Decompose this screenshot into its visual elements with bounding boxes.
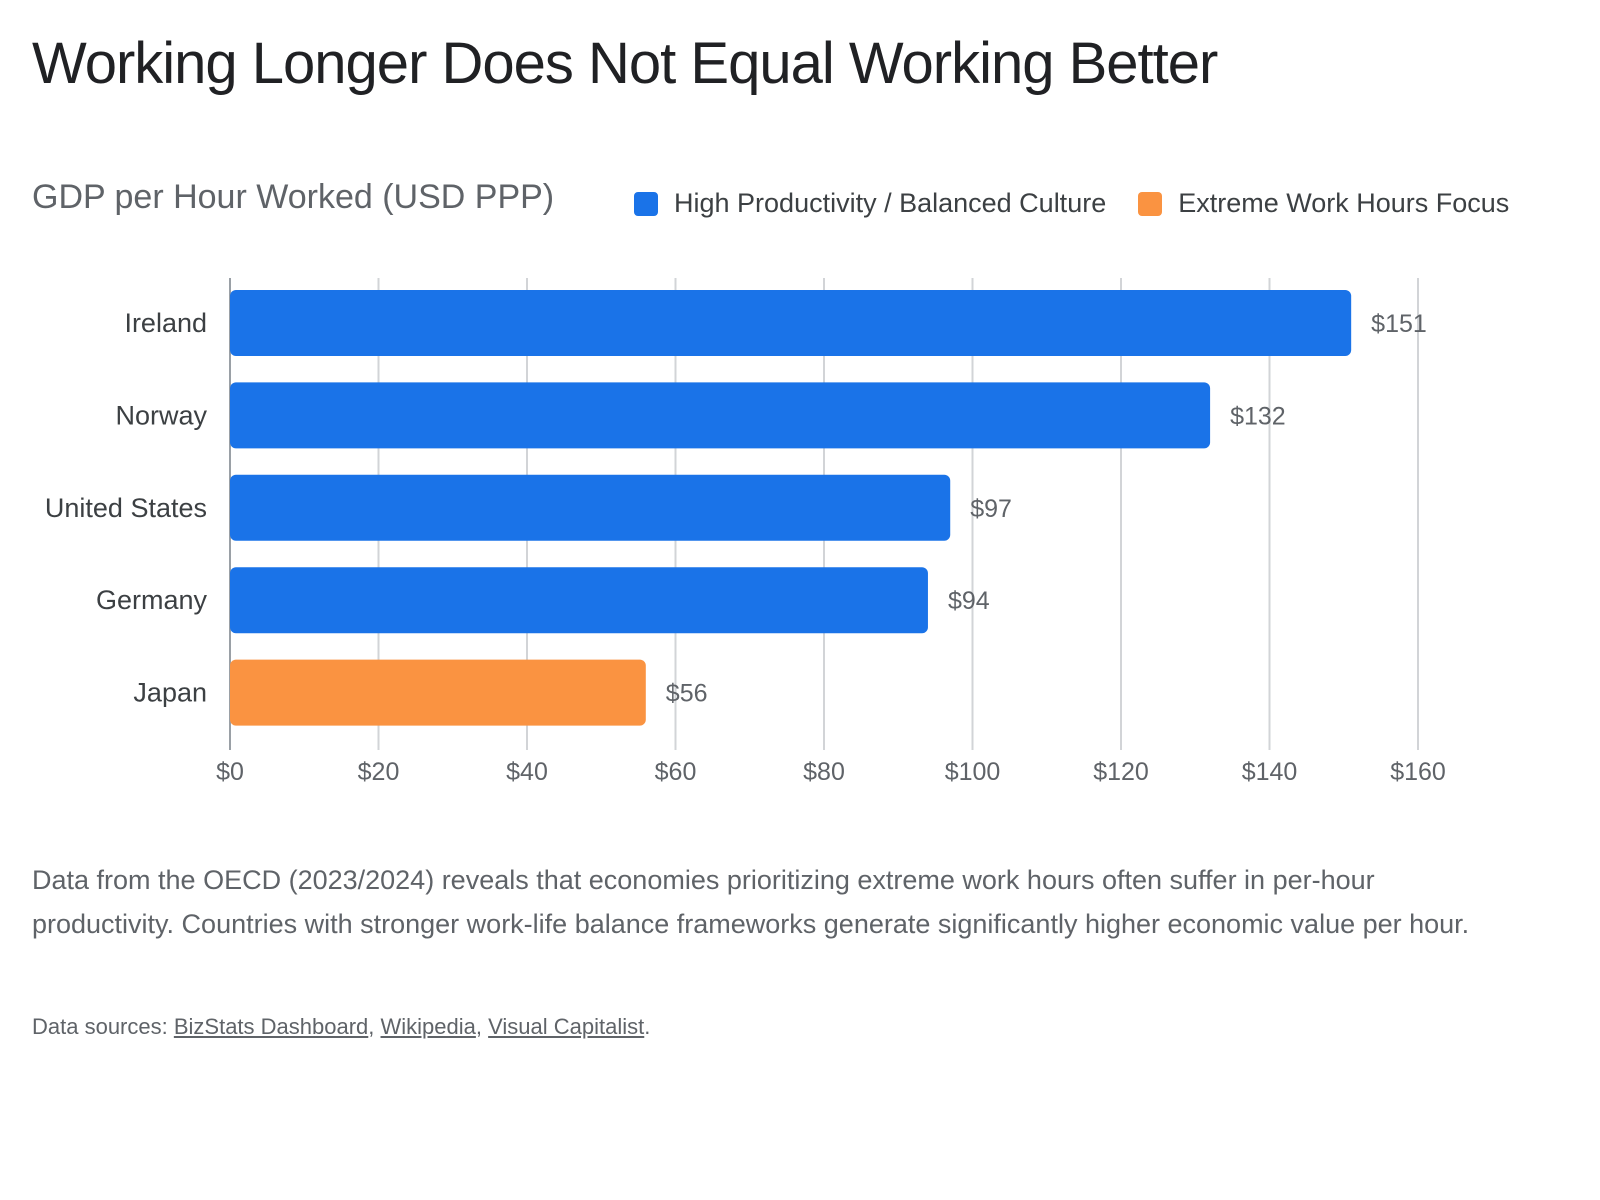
- bar: [230, 474, 951, 541]
- bar-chart: $0 $20 $40 $60 $80 $100 $120 $140 $160 Ireland $15…: [45, 278, 1446, 786]
- data-label: $97: [970, 495, 1012, 523]
- category-label: Ireland: [124, 308, 207, 338]
- x-tick-label: $140: [1242, 758, 1298, 786]
- legend-item-balanced: High Productivity / Balanced Culture: [634, 188, 1106, 219]
- x-tick-label: $40: [506, 758, 548, 786]
- bar: [230, 382, 1211, 449]
- data-label: $132: [1230, 402, 1286, 430]
- sources-separator: ,: [368, 1014, 381, 1039]
- bar: [230, 567, 928, 634]
- sources-suffix: .: [644, 1014, 651, 1039]
- legend-item-extreme: Extreme Work Hours Focus: [1138, 188, 1509, 219]
- bar: [230, 659, 646, 726]
- category-label: Japan: [133, 678, 207, 708]
- chart-description: Data from the OECD (2023/2024) reveals t…: [32, 865, 1470, 939]
- source-link-bizstats[interactable]: BizStats Dashboard: [173, 1014, 369, 1039]
- sources-prefix: Data sources:: [32, 1014, 174, 1039]
- category-label: United States: [45, 493, 207, 523]
- page-title: Working Longer Does Not Equal Working Be…: [32, 31, 1218, 96]
- source-link-wikipedia[interactable]: Wikipedia: [380, 1014, 476, 1039]
- chart-legend: High Productivity / Balanced Culture Ext…: [634, 188, 1509, 219]
- legend-swatch-extreme: [1138, 191, 1163, 216]
- x-tick-label: $20: [358, 758, 400, 786]
- category-label: Norway: [115, 400, 207, 430]
- data-label: $94: [948, 587, 990, 615]
- x-tick-label: $160: [1390, 758, 1446, 786]
- x-tick-label: $60: [655, 758, 697, 786]
- x-tick-label: $80: [803, 758, 845, 786]
- source-link-visual-capitalist[interactable]: Visual Capitalist: [488, 1014, 645, 1039]
- legend-label-extreme: Extreme Work Hours Focus: [1178, 188, 1510, 218]
- x-tick-label: $100: [945, 758, 1001, 786]
- category-label: Germany: [96, 585, 208, 615]
- x-tick-label: $120: [1093, 758, 1149, 786]
- legend-label-balanced: High Productivity / Balanced Culture: [674, 188, 1107, 218]
- sources-separator: ,: [475, 1014, 489, 1039]
- chart-title: GDP per Hour Worked (USD PPP): [32, 178, 555, 216]
- data-label: $56: [666, 680, 708, 708]
- legend-swatch-balanced: [634, 191, 658, 216]
- data-sources: Data sources: BizStats Dashboard, Wikipe…: [32, 1014, 650, 1040]
- data-label: $151: [1371, 310, 1427, 338]
- bar: [230, 290, 1352, 356]
- x-tick-label: $0: [216, 758, 244, 786]
